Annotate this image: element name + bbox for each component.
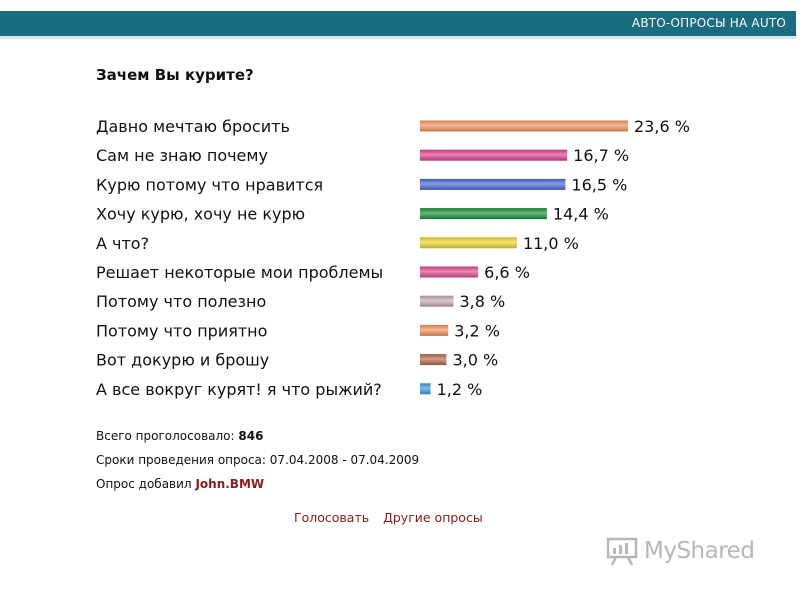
answer-value-label: 3,0 %: [452, 351, 498, 370]
presentation-board-icon: [606, 537, 638, 566]
answer-value-label: 3,2 %: [454, 321, 500, 340]
answer-bar: [420, 266, 479, 278]
answer-label: Решает некоторые мои проблемы: [96, 263, 383, 282]
answer-bar: [420, 237, 517, 249]
answer-label: Давно мечтаю бросить: [96, 117, 290, 136]
answer-bar: [420, 149, 568, 161]
answer-value-label: 1,2 %: [437, 380, 483, 399]
answer-value-label: 16,7 %: [573, 146, 629, 165]
answer-bar: [420, 208, 547, 220]
poll-author-link[interactable]: John.BMW: [195, 477, 265, 491]
answer-label: А что?: [96, 234, 149, 253]
poll-stats: Всего проголосовало: 846 Сроки проведени…: [96, 424, 419, 496]
poll-author-line: Опрос добавил John.BMW: [96, 472, 419, 496]
answer-value-label: 16,5 %: [571, 175, 627, 194]
answer-label: Вот докурю и брошу: [96, 351, 269, 370]
total-votes-line: Всего проголосовало: 846: [96, 424, 419, 448]
poll-author-label: Опрос добавил: [96, 477, 192, 491]
poll-period-value: 07.04.2008 - 07.04.2009: [269, 453, 420, 467]
answer-label: Хочу курю, хочу не курю: [96, 205, 305, 224]
answer-bar: [420, 354, 447, 366]
poll-links: Голосовать Другие опросы: [294, 510, 493, 525]
answer-bar: [420, 324, 449, 336]
poll-period-line: Сроки проведения опроса: 07.04.2008 - 07…: [96, 448, 419, 472]
answer-bar: [420, 178, 566, 190]
other-polls-link[interactable]: Другие опросы: [383, 510, 483, 525]
answer-value-label: 14,4 %: [553, 205, 609, 224]
answer-value-label: 6,6 %: [484, 263, 530, 282]
answer-label: Сам не знаю почему: [96, 146, 268, 165]
answer-label: Потому что полезно: [96, 292, 266, 311]
total-votes-label: Всего проголосовало:: [96, 429, 235, 443]
poll-question: Зачем Вы курите?: [96, 66, 254, 84]
answer-label: Курю потому что нравится: [96, 175, 323, 194]
section-title[interactable]: АВТО-ОПРОСЫ НА AUTO: [631, 16, 786, 30]
watermark-text: MyShared: [644, 538, 755, 564]
poll-period-label: Сроки проведения опроса:: [96, 453, 266, 467]
answer-label: А все вокруг курят! я что рыжий?: [96, 380, 382, 399]
vote-link[interactable]: Голосовать: [294, 510, 370, 525]
answer-bar: [420, 383, 431, 395]
watermark: MyShared: [606, 536, 755, 566]
answer-bar: [420, 120, 628, 132]
answer-bar: [420, 295, 454, 307]
answer-value-label: 23,6 %: [634, 117, 690, 136]
answer-value-label: 3,8 %: [459, 292, 505, 311]
answer-value-label: 11,0 %: [523, 234, 579, 253]
total-votes-value: 846: [238, 429, 264, 443]
answer-label: Потому что приятно: [96, 321, 267, 340]
top-band: АВТО-ОПРОСЫ НА AUTO: [0, 11, 796, 39]
